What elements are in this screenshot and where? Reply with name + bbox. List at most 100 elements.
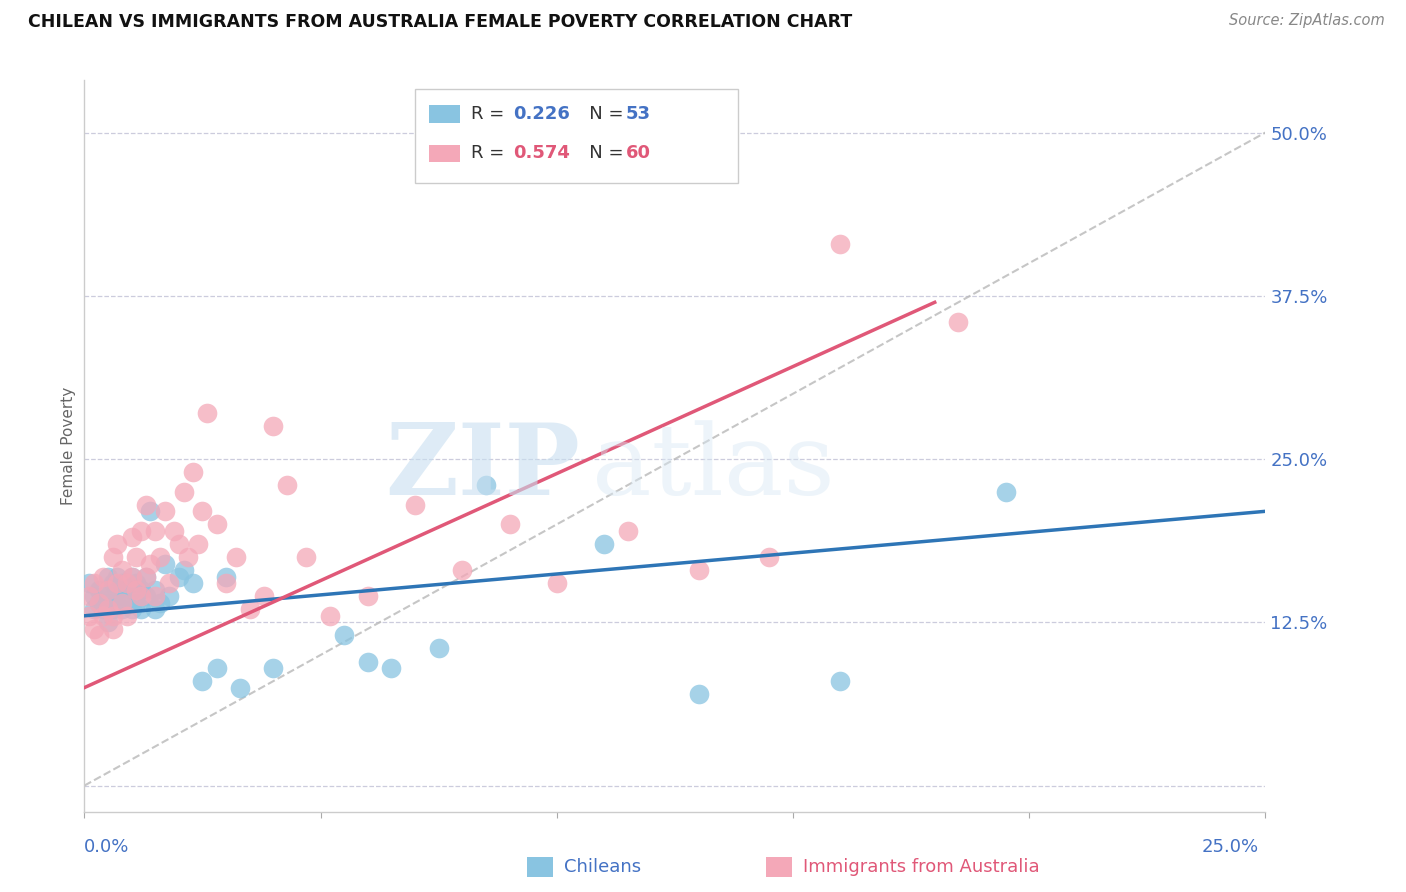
Point [239,602,262,616]
Point [262,661,284,675]
Point [143,589,166,603]
Point [107,596,129,610]
Point [129,589,152,603]
Point [229,681,252,695]
Point [149,596,172,610]
Point [139,504,162,518]
Point [77,608,100,623]
Point [143,524,166,538]
Point [135,498,157,512]
Point [163,524,186,538]
Point [167,537,190,551]
Point [191,504,214,518]
Point [91,569,114,583]
Point [107,582,129,597]
Point [205,517,228,532]
Point [994,484,1017,499]
Text: 60: 60 [626,145,651,162]
Point [101,576,124,591]
Point [135,589,157,603]
Point [77,576,100,591]
Point [111,602,134,616]
Point [295,549,318,564]
Text: CHILEAN VS IMMIGRANTS FROM AUSTRALIA FEMALE POVERTY CORRELATION CHART: CHILEAN VS IMMIGRANTS FROM AUSTRALIA FEM… [28,13,852,31]
Point [333,628,356,642]
Text: 25.0%: 25.0% [1201,838,1258,856]
Point [616,524,638,538]
Point [688,687,710,701]
Point [129,602,152,616]
Point [115,589,138,603]
Point [97,569,120,583]
Point [87,596,110,610]
Point [87,596,110,610]
Point [451,563,474,577]
Point [205,661,228,675]
Point [195,406,218,420]
Point [101,549,124,564]
Text: Immigrants from Australia: Immigrants from Australia [803,858,1039,876]
Point [91,608,114,623]
Text: Chileans: Chileans [564,858,641,876]
Text: N =: N = [572,105,630,123]
Point [83,602,105,616]
Point [107,537,129,551]
Y-axis label: Female Poverty: Female Poverty [60,387,76,505]
Point [121,530,143,544]
Point [107,576,129,591]
Text: 0.0%: 0.0% [84,838,129,856]
Point [139,557,162,571]
Point [357,589,380,603]
Point [262,419,284,434]
Point [593,537,616,551]
Point [97,582,120,597]
Point [149,549,172,564]
Point [115,608,138,623]
Point [101,602,124,616]
Point [135,569,157,583]
Point [427,641,450,656]
Point [191,674,214,689]
Point [380,661,402,675]
Point [153,557,176,571]
Point [181,465,204,479]
Text: 0.574: 0.574 [513,145,569,162]
Point [215,569,238,583]
Point [143,582,166,597]
Point [115,576,138,591]
Point [143,602,166,616]
Point [357,655,380,669]
Point [111,563,134,577]
Point [830,236,852,251]
Point [758,549,780,564]
Point [101,622,124,636]
Text: 0.226: 0.226 [513,105,569,123]
Point [157,589,180,603]
Point [121,582,143,597]
Point [91,602,114,616]
Point [121,569,143,583]
Point [83,589,105,603]
Point [91,589,114,603]
Point [125,576,148,591]
Point [181,576,204,591]
Text: ZIP: ZIP [385,419,581,516]
Point [129,582,152,597]
Point [173,484,195,499]
Point [121,569,143,583]
Point [830,674,852,689]
Text: R =: R = [471,105,510,123]
Point [546,576,568,591]
Point [135,569,157,583]
Point [688,563,710,577]
Point [87,628,110,642]
Point [157,576,180,591]
Point [319,608,342,623]
Point [111,576,134,591]
Point [97,602,120,616]
Point [87,582,110,597]
Point [115,576,138,591]
Point [125,596,148,610]
Point [111,589,134,603]
Point [215,576,238,591]
